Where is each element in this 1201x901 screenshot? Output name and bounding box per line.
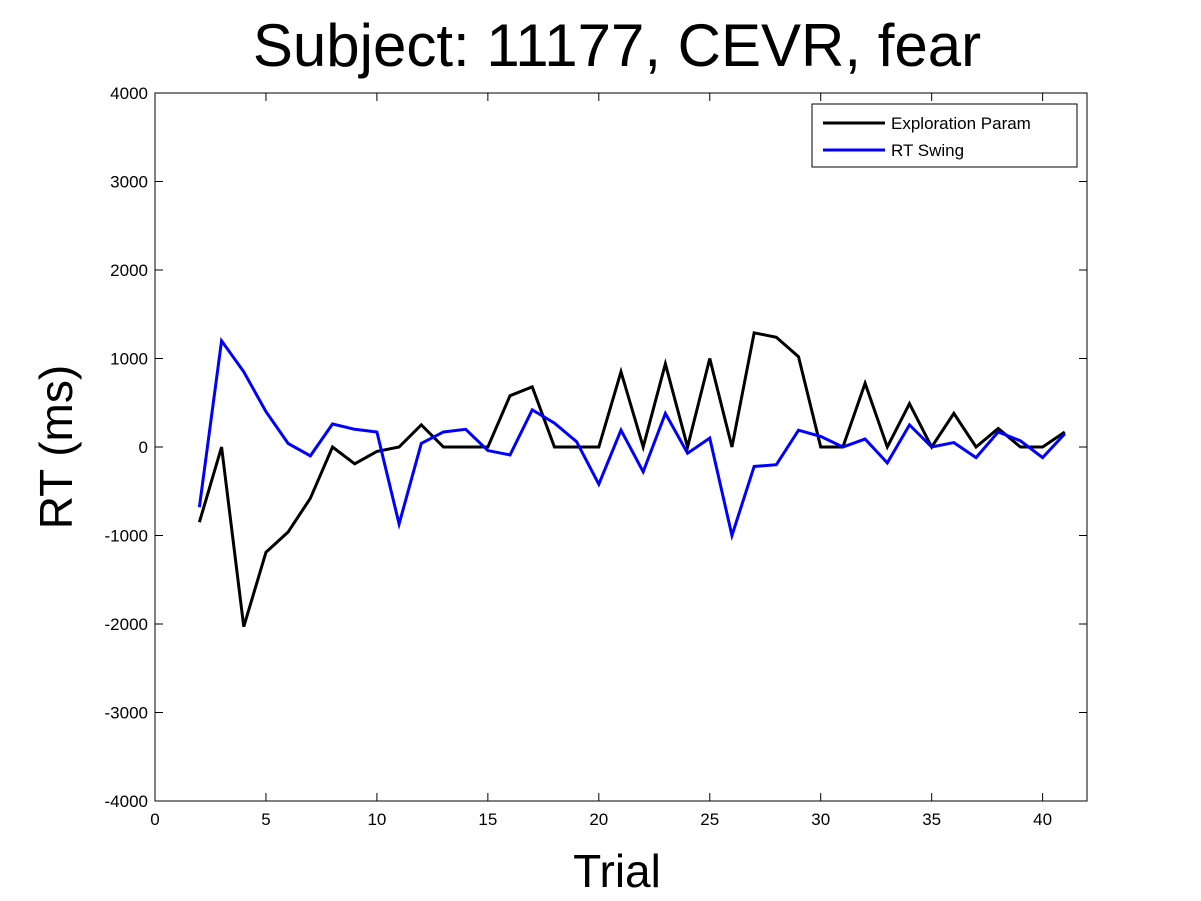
x-tick-label: 30 <box>811 810 830 829</box>
x-tick-label: 0 <box>150 810 159 829</box>
y-tick-label: -1000 <box>105 527 148 546</box>
y-tick-label: 4000 <box>110 84 148 103</box>
legend: Exploration Param RT Swing <box>811 103 1078 168</box>
axis-ticks: 0 5 10 15 20 25 30 35 40 -4000 -3000 -2000 -1000 0 100… <box>105 84 1087 829</box>
x-tick-label: 40 <box>1033 810 1052 829</box>
x-tick-label: 10 <box>367 810 386 829</box>
y-tick-label: 3000 <box>110 173 148 192</box>
y-tick-label: 0 <box>139 438 148 457</box>
legend-label-rt-swing: RT Swing <box>891 141 964 160</box>
chart-title: Subject: 11177, CEVR, fear <box>253 12 981 79</box>
y-tick-label: -4000 <box>105 792 148 811</box>
x-tick-label: 5 <box>261 810 270 829</box>
series-lines <box>197 331 1066 628</box>
x-tick-label: 20 <box>589 810 608 829</box>
legend-label-exploration-param: Exploration Param <box>891 114 1031 133</box>
x-tick-label: 35 <box>922 810 941 829</box>
legend-box <box>811 103 1078 168</box>
x-tick-label: 15 <box>478 810 497 829</box>
rt-swing-line <box>197 336 1066 542</box>
y-tick-label: 2000 <box>110 261 148 280</box>
exploration-param-line <box>197 331 1066 628</box>
x-tick-label: 25 <box>700 810 719 829</box>
y-tick-label: 1000 <box>110 350 148 369</box>
y-tick-label: -3000 <box>105 704 148 723</box>
x-axis-label: Trial <box>573 845 661 897</box>
y-tick-label: -2000 <box>105 615 148 634</box>
y-axis-label: RT (ms) <box>30 365 82 529</box>
